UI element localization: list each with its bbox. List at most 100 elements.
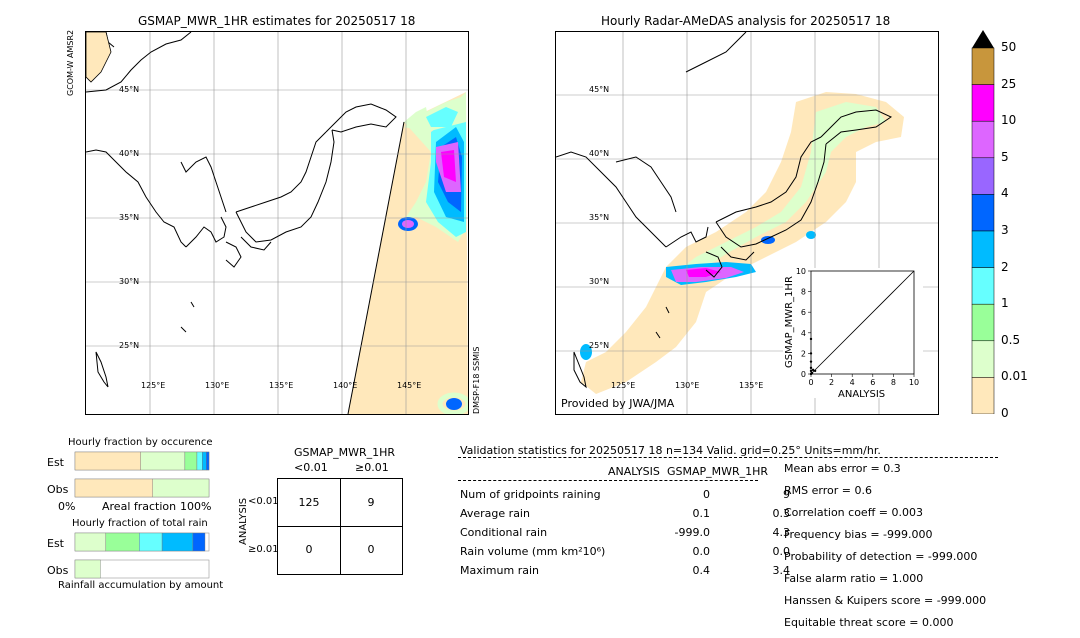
rain-xlabel: Rainfall accumulation by amount xyxy=(58,580,224,591)
score-far: False alarm ratio = 1.000 xyxy=(784,572,924,585)
colorbar-segment xyxy=(971,157,995,195)
validation-divider xyxy=(458,457,998,458)
validation-row-label: Rain volume (mm km²10⁶) xyxy=(460,545,606,558)
validation-row-label: Average rain xyxy=(460,507,530,520)
scatter-diagonal xyxy=(810,270,915,375)
left-sat-label-top: GCOM-W AMSR2 xyxy=(66,29,75,96)
scatter-x-tick: 0 xyxy=(808,378,813,387)
colorbar-svg xyxy=(971,30,995,415)
validation-row-label: Maximum rain xyxy=(460,564,539,577)
colorbar-label: 4 xyxy=(1001,186,1009,201)
contingency-cell-22: 0 xyxy=(367,543,375,556)
validation-row-label: Num of gridpoints raining xyxy=(460,488,601,501)
contingency-col-1: <0.01 xyxy=(294,461,328,474)
validation-col-divider xyxy=(458,480,758,481)
rain-bar-segment xyxy=(74,532,107,552)
colorbar-segment xyxy=(971,377,995,415)
score-pod: Probability of detection = -999.000 xyxy=(784,550,978,563)
colorbar-segment xyxy=(971,303,995,342)
colorbar-label: 5 xyxy=(1001,149,1009,164)
colorbar-segment xyxy=(971,120,995,159)
score-corr: Correlation coeff = 0.003 xyxy=(784,506,923,519)
left-lon-label-145: 145°E xyxy=(397,381,422,390)
scatter-y-tick: 2 xyxy=(801,349,806,358)
scatter-point xyxy=(809,369,813,373)
scatter-point xyxy=(809,337,813,341)
scatter-y-tick: 10 xyxy=(796,268,806,276)
scatter-x-tick: 10 xyxy=(909,378,919,387)
colorbar-label: 0 xyxy=(1001,406,1009,420)
rain-bar-segment xyxy=(192,532,206,552)
validation-row: Num of gridpoints raining 0 9 xyxy=(460,485,790,504)
validation-row: Maximum rain 0.4 3.4 xyxy=(460,561,790,580)
validation-row-label: Conditional rain xyxy=(460,526,548,539)
scatter-plot: 0 2 4 6 8 10 0 2 4 6 8 10 xyxy=(796,267,919,387)
occ-bar-segment xyxy=(140,451,186,471)
validation-row: Average rain 0.1 0.3 xyxy=(460,504,790,523)
contingency-cell-21: 0 xyxy=(305,543,313,556)
rain-bar-segment xyxy=(139,532,163,552)
validation-row-gsmap: 0.0 xyxy=(772,545,791,558)
colorbar xyxy=(970,30,996,415)
score-freq-bias: Frequency bias = -999.000 xyxy=(784,528,933,541)
right-lon-label-135: 135°E xyxy=(739,381,764,390)
score-mae: Mean abs error = 0.3 xyxy=(784,462,901,475)
scatter-point xyxy=(811,368,815,372)
validation-row-gsmap: 3.4 xyxy=(772,564,791,577)
occ-title: Hourly fraction by occurence xyxy=(68,437,213,448)
validation-row-analysis: 0 xyxy=(703,488,710,501)
occ-tick-0: 0% xyxy=(58,500,76,513)
occ-bars xyxy=(74,451,210,503)
colorbar-segment xyxy=(971,340,995,378)
rain-obs-label: Obs xyxy=(47,564,69,577)
occ-bar-segment xyxy=(196,451,203,471)
contingency-col-2: ≥0.01 xyxy=(355,461,389,474)
score-rmse: RMS error = 0.6 xyxy=(784,484,872,497)
contingency-table: 125 9 0 0 xyxy=(277,478,403,575)
colorbar-arrow xyxy=(972,30,994,48)
occ-est-label: Est xyxy=(47,456,64,469)
left-lon-label-130: 130°E xyxy=(205,381,230,390)
colorbar-label: 0.5 xyxy=(1001,332,1021,347)
left-lon-label-140: 140°E xyxy=(333,381,358,390)
validation-row-analysis: 0.1 xyxy=(692,507,711,520)
right-lon-label-125: 125°E xyxy=(611,381,636,390)
scatter-y-tick: 0 xyxy=(801,370,806,379)
occ-bars-svg xyxy=(74,451,210,498)
colorbar-label: 25 xyxy=(1001,76,1017,91)
scatter-inset: 0 2 4 6 8 10 0 2 4 6 8 10 xyxy=(783,267,923,398)
left-lat-label-30: 30°N xyxy=(119,277,140,286)
occ-bar-segment xyxy=(152,478,210,498)
validation-col-gsmap: GSMAP_MWR_1HR xyxy=(667,465,769,478)
scatter-point xyxy=(809,366,813,370)
right-lat-label-30: 30°N xyxy=(589,277,610,286)
contingency-row-2: ≥0.01 xyxy=(248,544,279,555)
colorbar-segment xyxy=(971,267,995,305)
occ-bar-segment xyxy=(74,451,141,471)
occ-xlabel: Areal fraction xyxy=(102,500,177,513)
colorbar-label: 3 xyxy=(1001,223,1009,237)
rain-bar-segment xyxy=(74,559,101,579)
right-lat-label-35: 35°N xyxy=(589,213,610,222)
occ-tick-100: 100% xyxy=(180,500,212,513)
right-lon-label-130: 130°E xyxy=(675,381,700,390)
scatter-x-tick: 4 xyxy=(850,378,855,387)
left-sat-label-bottom: DMSP-F18 SSMIS xyxy=(472,346,481,415)
left-map xyxy=(85,31,469,415)
scatter-x-tick: 8 xyxy=(891,378,896,387)
scatter-y-tick: 6 xyxy=(801,308,806,317)
scatter-y-tick: 4 xyxy=(801,329,806,338)
scatter-y-tick: 8 xyxy=(801,288,806,297)
occ-bar-segment xyxy=(74,478,153,498)
contingency-cell-12: 9 xyxy=(367,496,375,509)
credit-text: Provided by JWA/JMA xyxy=(561,397,675,410)
occ-bar-segment xyxy=(206,451,210,471)
colorbar-segment xyxy=(971,47,995,85)
scatter-point xyxy=(810,371,814,375)
colorbar-segment xyxy=(971,230,995,268)
validation-header: Validation statistics for 20250517 18 n=… xyxy=(460,444,881,457)
validation-row: Rain volume (mm km²10⁶) 0.0 0.0 xyxy=(460,542,790,561)
score-hk: Hanssen & Kuipers score = -999.000 xyxy=(784,594,987,607)
colorbar-label: 10 xyxy=(1001,113,1017,128)
contingency-row-1: <0.01 xyxy=(248,496,279,507)
